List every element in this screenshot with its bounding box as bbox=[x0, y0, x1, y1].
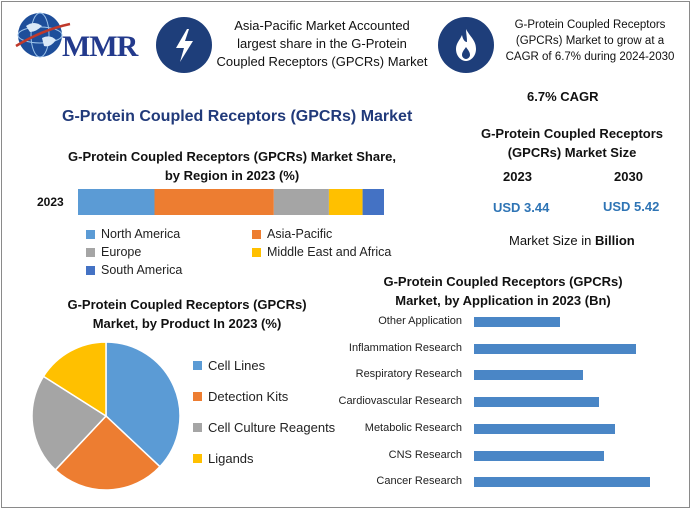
legend-label: Detection Kits bbox=[208, 389, 289, 404]
pie-slice-cell-lines bbox=[105, 341, 181, 468]
logo-text: MMR bbox=[62, 30, 138, 63]
header-right-text: G-Protein Coupled Receptors (GPCRs) Mark… bbox=[505, 19, 675, 63]
application-label: Cardiovascular Research bbox=[338, 395, 463, 408]
legend-label: Ligands bbox=[208, 451, 254, 466]
pie-slice-ligands bbox=[42, 341, 107, 418]
region-segment-europe bbox=[273, 189, 329, 215]
region-segment-asia-pacific bbox=[154, 189, 274, 215]
cagr-value: 6.7% CAGR bbox=[527, 89, 599, 104]
legend-label: Cell Lines bbox=[208, 358, 266, 373]
region-legend-item: Asia-Pacific bbox=[252, 227, 332, 241]
legend-swatch bbox=[252, 229, 261, 239]
region-segment-south-america bbox=[362, 189, 384, 215]
market-size-unit-bold: Billion bbox=[594, 233, 635, 248]
product-legend-item: Cell Culture Reagents bbox=[193, 420, 335, 435]
application-label: Respiratory Research bbox=[355, 368, 462, 381]
product-pie-chart bbox=[31, 341, 181, 491]
legend-swatch bbox=[86, 265, 95, 275]
application-label: Other Application bbox=[378, 315, 462, 327]
application-chart-title: G-Protein Coupled Receptors (GPCRs) Mark… bbox=[383, 274, 623, 308]
legend-swatch bbox=[193, 454, 202, 463]
product-legend: Cell Lines Detection Kits Cell Culture Rea… bbox=[193, 358, 353, 488]
region-stacked-bar bbox=[78, 189, 384, 215]
pie-slice-cell-culture-reagents bbox=[31, 375, 108, 472]
legend-swatch bbox=[86, 229, 95, 239]
legend-swatch bbox=[86, 247, 95, 257]
legend-label: North America bbox=[101, 227, 181, 241]
lightning-badge bbox=[156, 17, 212, 73]
market-size-title: G-Protein Coupled Receptors (GPCRs) Mark… bbox=[480, 126, 664, 160]
market-size-value-2023: USD 3.44 bbox=[493, 200, 550, 215]
legend-swatch bbox=[193, 392, 202, 401]
region-legend-item: North America bbox=[86, 227, 180, 241]
region-segment-middle-east-and-africa bbox=[328, 189, 363, 215]
region-segment-north-america bbox=[78, 189, 155, 215]
legend-label: Europe bbox=[101, 245, 142, 259]
region-legend: North America Asia-Pacific Europe Middle Ea… bbox=[86, 227, 406, 279]
pie-slice-detection-kits bbox=[54, 414, 162, 491]
application-bar-cns-research bbox=[474, 450, 604, 461]
product-legend-item: Ligands bbox=[193, 451, 254, 466]
application-bar-other-application bbox=[474, 317, 560, 327]
market-size-value-2030: USD 5.42 bbox=[603, 199, 660, 214]
region-legend-item: Middle East and Africa bbox=[252, 245, 391, 259]
application-bar-respiratory-research bbox=[474, 370, 583, 381]
region-legend-item: Europe bbox=[86, 245, 141, 259]
product-chart-title: G-Protein Coupled Receptors (GPCRs) Mark… bbox=[67, 297, 307, 331]
legend-label: South America bbox=[101, 263, 183, 277]
market-size-unit-prefix: Market Size in bbox=[509, 233, 595, 248]
header-left-text: Asia-Pacific Market Accounted largest sh… bbox=[216, 18, 428, 69]
application-bar-metabolic-research bbox=[474, 423, 616, 434]
legend-swatch bbox=[252, 247, 261, 257]
application-bar-chart: Other Application Inflammation Research Re… bbox=[322, 314, 662, 500]
flame-badge bbox=[438, 17, 494, 73]
legend-swatch bbox=[193, 423, 202, 432]
product-legend-item: Detection Kits bbox=[193, 389, 288, 404]
region-chart-title: G-Protein Coupled Receptors (GPCRs) Mark… bbox=[68, 149, 396, 183]
legend-label: Cell Culture Reagents bbox=[208, 420, 336, 435]
application-bar-cancer-research bbox=[474, 477, 650, 488]
region-chart-category: 2023 bbox=[37, 195, 64, 209]
region-legend-item: South America bbox=[86, 263, 182, 277]
product-legend-item: Cell Lines bbox=[193, 358, 265, 373]
legend-swatch bbox=[193, 361, 202, 370]
market-size-unit: Market Size in Billion bbox=[509, 233, 635, 248]
market-size-year-2030: 2030 bbox=[614, 169, 643, 184]
market-size-year-2023: 2023 bbox=[503, 169, 532, 184]
application-label: Metabolic Research bbox=[364, 421, 462, 434]
application-label: Inflammation Research bbox=[348, 341, 462, 354]
application-label: Cancer Research bbox=[376, 475, 462, 488]
application-bar-cardiovascular-research bbox=[474, 397, 599, 408]
legend-label: Middle East and Africa bbox=[267, 245, 392, 259]
flame-icon bbox=[456, 29, 476, 61]
page-title: G-Protein Coupled Receptors (GPCRs) Mark… bbox=[62, 108, 413, 125]
globe-icon bbox=[12, 10, 72, 60]
legend-label: Asia-Pacific bbox=[267, 227, 333, 241]
application-bar-inflammation-research bbox=[474, 343, 636, 354]
lightning-icon bbox=[176, 29, 193, 62]
application-label: CNS Research bbox=[388, 448, 462, 461]
